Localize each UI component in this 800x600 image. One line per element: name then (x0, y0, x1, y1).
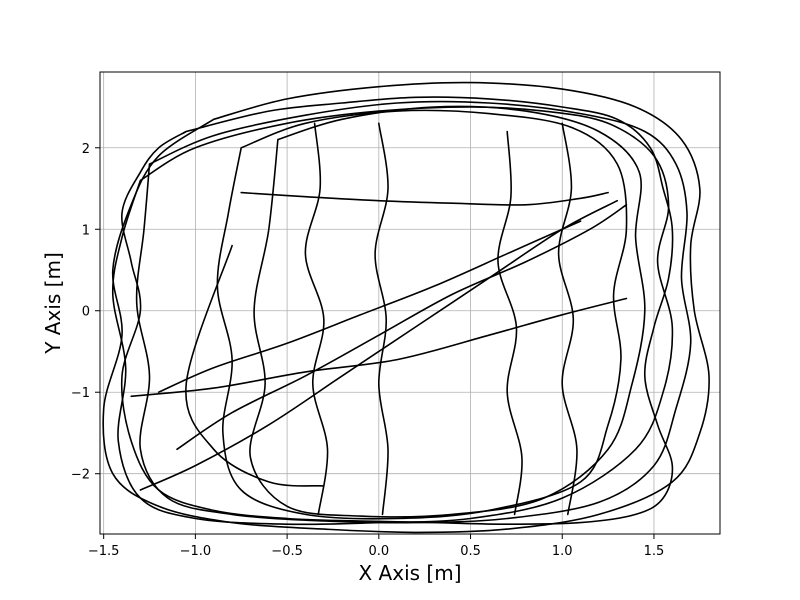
x-tick-label: −1.0 (180, 544, 212, 559)
x-axis-ticks: −1.5 −1.0 −0.5 0.0 0.5 1.0 1.5 (88, 534, 664, 559)
y-axis-ticks: −2 −1 0 1 2 (71, 142, 100, 483)
trajectory-line-7 (176, 204, 628, 451)
trajectory-line-12 (304, 122, 329, 516)
y-axis-title: Y Axis [m] (41, 252, 65, 355)
y-tick-label: 1 (82, 223, 90, 238)
trajectory-line-5 (249, 105, 646, 518)
x-tick-label: 1.0 (552, 544, 573, 559)
trajectory-line-13 (557, 122, 578, 516)
trajectory-line-6 (139, 199, 619, 491)
trajectory-line-14 (240, 191, 609, 206)
trajectory-line-2 (216, 109, 628, 520)
grid-lines (100, 72, 720, 534)
x-tick-label: −0.5 (271, 544, 303, 559)
y-tick-label: −2 (71, 468, 90, 483)
trajectory-line-1 (102, 81, 710, 534)
plot-frame (99, 71, 721, 535)
trajectory-line-15 (130, 297, 628, 398)
y-tick-label: −1 (71, 386, 90, 401)
trajectory-line-8 (157, 220, 582, 393)
x-tick-label: 1.5 (644, 544, 665, 559)
trajectory-line-9 (185, 244, 325, 487)
x-tick-label: 0.5 (460, 544, 481, 559)
trajectory-line-3 (135, 100, 692, 524)
x-tick-label: 0.0 (368, 544, 389, 559)
y-tick-label: 2 (82, 142, 90, 157)
trajectory-series (102, 81, 710, 534)
trajectory-line-10 (374, 122, 389, 516)
trajectory-line-0 (120, 96, 674, 525)
x-tick-label: −1.5 (88, 544, 120, 559)
y-tick-label: 0 (82, 305, 90, 320)
x-axis-title: X Axis [m] (359, 561, 462, 585)
